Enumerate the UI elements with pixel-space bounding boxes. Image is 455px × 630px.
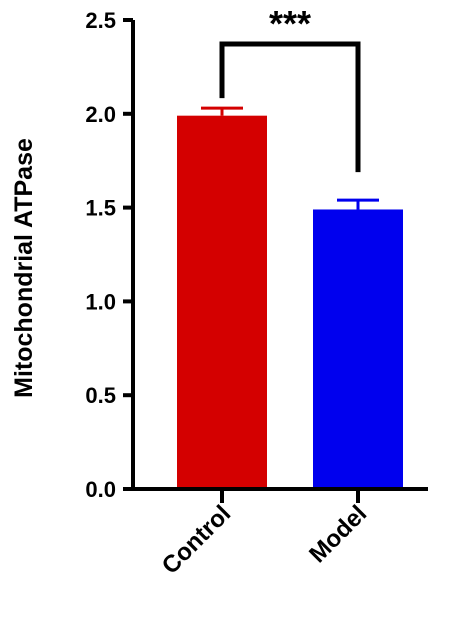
x-category-label: Control [157,500,236,579]
y-tick-label: 2.5 [85,8,116,33]
significance-annotation: *** [219,3,361,173]
significance-label: *** [269,3,311,44]
y-tick-label: 0.5 [85,383,116,408]
bar-model [313,209,403,489]
x-category-label: Model [304,500,372,568]
y-axis-ticks: 0.0 0.5 1.0 1.5 2.0 2.5 [85,8,133,502]
bars [177,115,403,490]
x-axis-ticks: Control Model [157,489,372,580]
y-tick-label: 0.0 [85,477,116,502]
y-tick-label: 2.0 [85,102,116,127]
significance-bracket [219,41,361,173]
y-tick-label: 1.5 [85,196,116,221]
bar-control [177,115,267,490]
y-axis-title: Mitochondrial ATPase [10,138,38,398]
y-tick-label: 1.0 [85,289,116,314]
error-bars [201,106,379,210]
